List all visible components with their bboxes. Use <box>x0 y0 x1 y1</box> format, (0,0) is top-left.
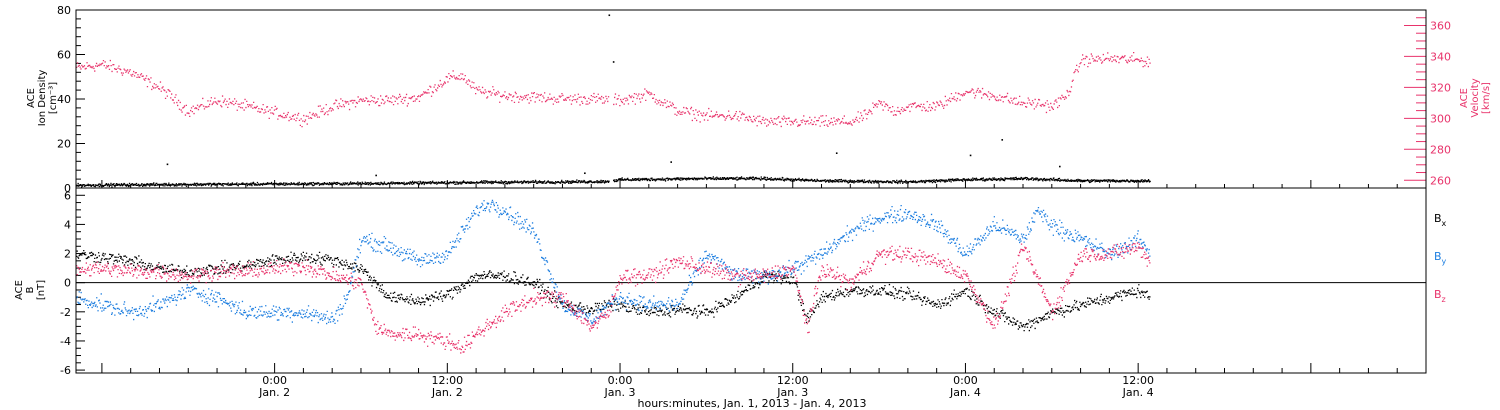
density-spike-point <box>1058 165 1061 168</box>
b-axis-title: ACEB[nT] <box>14 280 47 300</box>
density-axis-title-line: ACE <box>26 88 37 108</box>
b-tick-label: -6 <box>60 364 71 377</box>
density-spike-point <box>835 152 838 154</box>
bx-legend-subscript: x <box>1442 219 1447 228</box>
b-axis-title-line: [nT] <box>36 280 47 300</box>
density-axis-title: ACEIon Density[cm⁻³] <box>26 70 59 127</box>
b-axis-title-line: ACE <box>14 280 25 300</box>
density-spike-point <box>612 61 615 63</box>
density-spike-point <box>608 14 611 17</box>
velocity-axis-title: ACEVelocity[km/s] <box>1459 78 1492 117</box>
density-tick-label: 40 <box>57 93 71 106</box>
density-axis-title-line: Ion Density <box>37 70 48 127</box>
time-tick-label: 12:00 <box>777 374 809 387</box>
b-tick-label: -4 <box>60 335 71 348</box>
bz-legend-subscript: z <box>1442 295 1446 304</box>
b-tick-label: -2 <box>60 306 71 319</box>
density-tick-label: 60 <box>57 49 71 62</box>
date-tick-label: Jan. 4 <box>1122 386 1154 399</box>
bx-legend-symbol: B <box>1434 212 1442 225</box>
time-tick-label: 0:00 <box>262 374 287 387</box>
density-tick-label: 20 <box>57 138 71 151</box>
time-tick-label: 0:00 <box>608 374 633 387</box>
density-spike-point <box>166 163 169 166</box>
time-tick-label: 12:00 <box>1122 374 1154 387</box>
density-tick-label: 0 <box>64 182 71 195</box>
density-spike-point <box>969 154 972 157</box>
time-axis-title: hours:minutes, Jan. 1, 2013 - Jan. 4, 20… <box>638 397 867 410</box>
density-spike-point <box>375 174 377 177</box>
b-tick-label: 0 <box>64 277 71 290</box>
b-tick-label: 4 <box>64 218 71 231</box>
velocity-axis-title-line: [km/s] <box>1481 82 1492 114</box>
velocity-series <box>76 52 1151 128</box>
density-spike-point <box>584 172 586 175</box>
date-tick-label: Jan. 2 <box>431 386 463 399</box>
b-tick-label: 6 <box>64 189 71 202</box>
date-tick-label: Jan. 4 <box>949 386 981 399</box>
by-legend-subscript: y <box>1442 257 1447 266</box>
density-series <box>76 176 1151 188</box>
by-legend-label: By <box>1434 250 1447 266</box>
velocity-axis-title-line: Velocity <box>1470 78 1481 117</box>
velocity-tick-label: 340 <box>1430 50 1451 63</box>
by-legend-symbol: B <box>1434 250 1442 263</box>
velocity-tick-label: 300 <box>1430 112 1451 125</box>
time-tick-label: 12:00 <box>431 374 463 387</box>
density-spike-point <box>670 161 673 163</box>
bx-legend-label: Bx <box>1434 212 1447 228</box>
bz-legend-label: Bz <box>1434 288 1446 304</box>
date-tick-label: Jan. 2 <box>258 386 290 399</box>
b-axis-title-line: B <box>25 286 36 293</box>
b-tick-label: 2 <box>64 248 71 261</box>
density-tick-label: 80 <box>57 4 71 17</box>
time-tick-label: 0:00 <box>953 374 978 387</box>
velocity-tick-label: 320 <box>1430 81 1451 94</box>
date-tick-label: Jan. 3 <box>604 386 636 399</box>
velocity-tick-label: 260 <box>1430 174 1451 187</box>
density-axis-title-line: [cm⁻³] <box>48 82 59 114</box>
plot-frame <box>75 9 1427 374</box>
velocity-axis-title-line: ACE <box>1459 88 1470 108</box>
date-tick-label: Jan. 3 <box>776 386 808 399</box>
density-spike-point <box>1001 139 1004 141</box>
velocity-tick-label: 280 <box>1430 143 1451 156</box>
bz-legend-symbol: B <box>1434 288 1442 301</box>
by-series <box>76 199 1151 325</box>
velocity-tick-label: 360 <box>1430 19 1451 32</box>
